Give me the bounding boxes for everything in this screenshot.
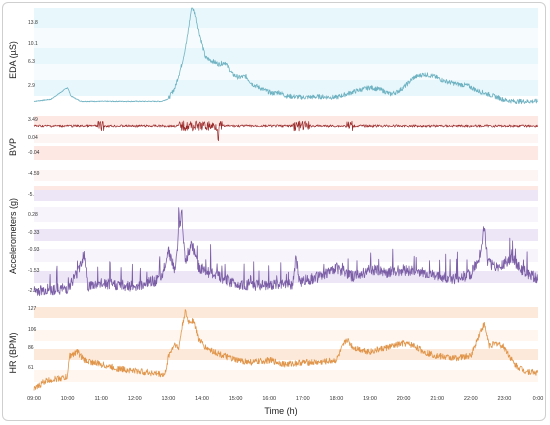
x-tick-label: 23:00 <box>498 396 512 402</box>
x-tick-label: 21:00 <box>430 396 444 402</box>
bvp-ytick-label: 3.49 <box>28 117 38 123</box>
eda-ytick-label: 13.8 <box>28 20 38 26</box>
bvp-band <box>34 134 538 143</box>
eda-series-line <box>33 7 538 105</box>
hr-series-line <box>33 309 538 391</box>
bvp-ytick-label: -5.68 <box>28 0 40 2</box>
eda-band <box>34 64 538 80</box>
x-tick-label: 11:00 <box>95 396 108 402</box>
acc-band <box>34 190 538 201</box>
eda-band <box>34 8 538 28</box>
acc-series-line <box>33 207 538 297</box>
x-tick-label: 19:00 <box>363 396 377 402</box>
hr-ytick-label: 86 <box>28 345 34 351</box>
acc-band <box>34 229 538 241</box>
acc-axis-label: Accelerometers (g) <box>8 198 18 274</box>
hr-band <box>34 370 538 382</box>
x-tick-label: 18:00 <box>330 396 344 402</box>
x-tick-label: 16:00 <box>262 396 276 402</box>
bvp-ytick-label: -5.13 <box>28 192 40 198</box>
bvp-series-line <box>33 120 538 142</box>
bvp-ytick-label: -0.04 <box>28 150 40 156</box>
eda-ytick-label: 6.3 <box>28 59 35 65</box>
x-tick-label: 22:00 <box>464 396 478 402</box>
x-tick-label: 14:00 <box>195 396 209 402</box>
x-tick-label: 13:00 <box>162 396 176 402</box>
eda-ytick-label: 10.1 <box>28 41 38 47</box>
acc-band <box>34 207 538 222</box>
hr-axis-label: HR (BPM) <box>8 333 18 374</box>
x-tick-label: 0:00 <box>533 396 544 402</box>
x-tick-label: 10:00 <box>61 396 75 402</box>
hr-band <box>34 330 538 341</box>
hr-band <box>34 349 538 360</box>
eda-band <box>34 28 538 48</box>
bvp-band <box>34 170 538 181</box>
bvp-ytick-label: 0.04 <box>28 135 38 141</box>
acc-ytick-label: -0.33 <box>28 230 40 236</box>
eda-band <box>34 48 538 64</box>
hr-ytick-label: 127 <box>28 306 37 312</box>
hr-ytick-label: 106 <box>28 327 37 333</box>
eda-band <box>34 80 538 96</box>
acc-ytick-label: -0.93 <box>28 247 40 253</box>
eda-ytick-label: 2.9 <box>28 83 35 89</box>
acc-band <box>34 249 538 262</box>
bvp-axis-label: BVP <box>8 138 18 156</box>
x-tick-label: 09:00 <box>27 396 41 402</box>
x-tick-label: 20:00 <box>397 396 411 402</box>
bvp-ytick-label: -4.59 <box>28 171 40 177</box>
eda-axis-label: EDA (µS) <box>8 41 18 79</box>
hr-ytick-label: 61 <box>28 365 34 371</box>
x-axis-label: Time (h) <box>264 406 297 416</box>
x-tick-label: 12:00 <box>128 396 142 402</box>
x-tick-label: 15:00 <box>229 396 243 402</box>
hr-band <box>34 307 538 318</box>
acc-ytick-label: 0.28 <box>28 212 38 218</box>
bvp-band <box>34 146 538 160</box>
bvp-band <box>34 116 538 126</box>
x-tick-label: 17:00 <box>296 396 310 402</box>
acc-ytick-label: -1.53 <box>28 268 40 274</box>
